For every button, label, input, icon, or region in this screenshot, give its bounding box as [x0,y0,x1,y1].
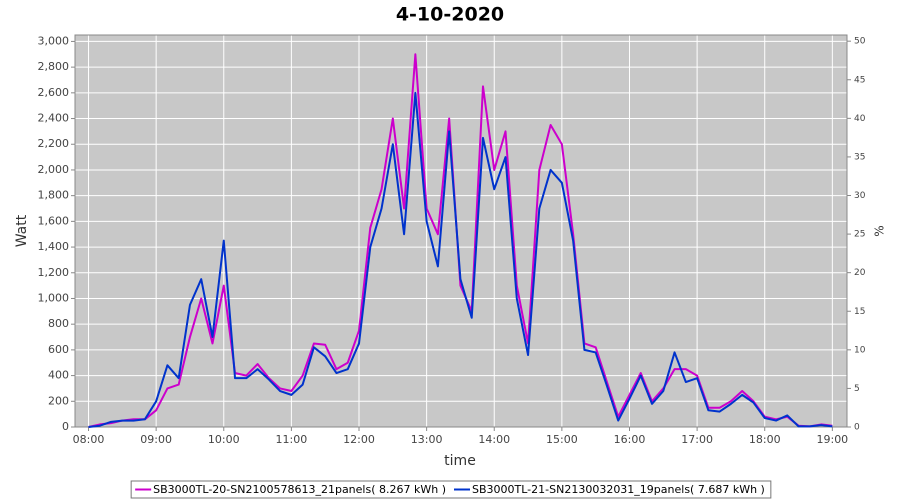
y2-tick-label: 15 [854,307,865,317]
plot-area [75,35,847,427]
legend-label: SB3000TL-21-SN2130032031_19panels( 7.687… [472,483,765,496]
x-tick-label: 17:00 [681,433,713,446]
x-tick-label: 11:00 [276,433,308,446]
x-tick-label: 18:00 [749,433,781,446]
y-tick-label: 1,200 [38,266,70,279]
y2-axis-label: % [873,225,887,236]
y2-tick-label: 45 [854,75,865,85]
y-tick-label: 2,400 [38,112,70,125]
y-tick-label: 2,000 [38,163,70,176]
y2-tick-label: 35 [854,152,865,162]
y-tick-label: 0 [62,420,69,433]
chart-title: 4-10-2020 [396,4,504,26]
y-tick-label: 1,000 [38,291,70,304]
x-tick-label: 10:00 [208,433,240,446]
x-tick-label: 09:00 [140,433,172,446]
y-tick-label: 600 [48,343,69,356]
legend-box [130,480,772,499]
y2-tick-label: 25 [854,230,865,240]
y2-tick-label: 50 [854,37,866,47]
y-tick-label: 200 [48,394,69,407]
y2-tick-label: 40 [854,114,866,124]
x-tick-label: 08:00 [73,433,105,446]
y-axis-label: Watt [14,214,30,247]
plot-border [74,34,848,428]
series-line [88,91,833,428]
x-tick-label: 13:00 [411,433,443,446]
y2-tick-label: 10 [854,345,866,355]
y-tick-label: 2,600 [38,86,70,99]
y2-tick-label: 5 [854,384,860,394]
y-tick-label: 1,600 [38,214,70,227]
y2-tick-label: 30 [854,191,866,201]
y-tick-label: 3,000 [38,34,70,47]
legend-label: SB3000TL-20-SN2100578613_21panels( 8.267… [153,483,446,496]
y-tick-label: 2,800 [38,60,70,73]
y-tick-label: 1,800 [38,189,70,202]
x-tick-label: 16:00 [614,433,646,446]
y-tick-label: 800 [48,317,69,330]
x-axis-label: time [444,453,476,469]
y-tick-label: 1,400 [38,240,70,253]
x-tick-label: 19:00 [816,433,848,446]
y2-tick-label: 0 [854,423,860,433]
x-tick-label: 14:00 [478,433,510,446]
legend: SB3000TL-20-SN2100578613_21panels( 8.267… [130,480,772,499]
y-tick-label: 400 [48,369,69,382]
x-tick-label: 15:00 [546,433,578,446]
y-tick-label: 2,200 [38,137,70,150]
y2-tick-label: 20 [854,268,866,278]
x-tick-label: 12:00 [343,433,375,446]
